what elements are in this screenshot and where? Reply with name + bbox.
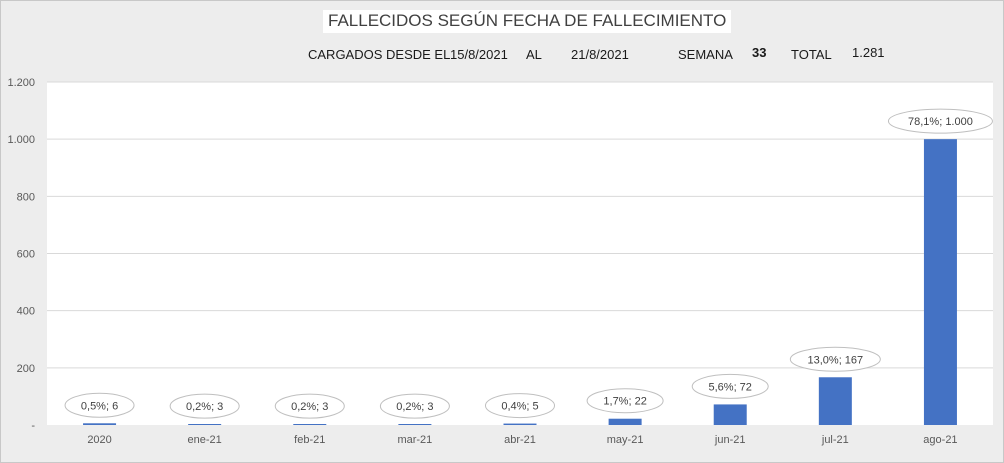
loaded-label: CARGADOS DESDE EL [308,47,451,62]
al-label: AL [526,47,542,62]
data-label-bubble [586,388,664,414]
x-tick-label: ago-21 [923,434,957,446]
y-tick-label: 1.000 [7,134,35,146]
bar-mar-21 [398,424,432,425]
x-tick-label: 2020 [87,434,111,446]
data-label: 13,0%; 167 [789,346,881,372]
data-label: 0,2%; 3 [379,393,450,419]
data-label-text: 78,1%; 1.000 [908,116,973,128]
data-label-bubble [887,108,993,134]
total-value: 1.281 [852,45,885,60]
data-label: 0,4%; 5 [485,393,555,419]
date-from: 15/8/2021 [450,47,508,62]
data-label: 5,6%; 72 [691,373,769,399]
bar-ago-21 [923,139,957,425]
data-label-bubble [789,346,881,372]
data-label-bubble [169,393,240,419]
y-tick-label: 800 [17,191,35,203]
data-label: 0,2%; 3 [274,393,345,419]
bar-jun-21 [713,404,747,425]
data-label-text: 1,7%; 22 [603,396,646,408]
chart-title: FALLECIDOS SEGÚN FECHA DE FALLECIMIENTO [323,10,732,33]
y-tick-label: 200 [17,363,35,375]
bar-jul-21 [818,377,852,425]
data-label-bubble [64,392,135,418]
gridlines [47,81,993,369]
y-axis-ticks: - 200 400 600 800 1.000 1.200 [7,77,35,432]
x-tick-label: feb-21 [294,434,325,446]
data-label-bubble [485,393,555,419]
bar-may-21 [608,418,642,425]
x-tick-label: mar-21 [397,434,432,446]
x-tick-label: ene-21 [188,434,222,446]
bar-abr-21 [503,423,537,425]
bars [83,139,957,425]
x-tick-label: jun-21 [714,434,746,446]
data-label: 1,7%; 22 [586,388,664,414]
data-label-text: 0,2%; 3 [396,401,433,413]
data-label-text: 0,4%; 5 [501,401,538,413]
data-label: 0,2%; 3 [169,393,240,419]
week-label: SEMANA [678,47,733,62]
x-tick-label: jul-21 [821,434,849,446]
data-label-text: 5,6%; 72 [709,381,752,393]
x-tick-label: abr-21 [504,434,536,446]
data-label: 78,1%; 1.000 [887,108,993,134]
data-label-bubble [274,393,345,419]
y-tick-label: 1.200 [7,77,35,89]
data-label: 0,5%; 6 [64,392,135,418]
x-axis-ticks: 2020 ene-21 feb-21 mar-21 abr-21 may-21 jun-21… [87,434,957,446]
week-value: 33 [752,45,767,60]
data-label-bubble [379,393,450,419]
bar-2020 [83,423,117,425]
data-label-text: 0,2%; 3 [186,401,223,413]
data-label-text: 0,2%; 3 [291,401,328,413]
data-label-text: 0,5%; 6 [81,400,118,412]
data-labels: 0,5%; 6 0,2%; 3 0,2%; 3 0,2%; 3 0,4%; 5 1,7%;… [64,108,993,419]
y-tick-label: 400 [17,306,35,318]
data-label-text: 13,0%; 167 [808,354,864,366]
date-to: 21/8/2021 [571,47,629,62]
data-label-bubble [691,373,769,399]
x-tick-label: may-21 [607,434,644,446]
y-tick-label: - [31,420,35,432]
y-tick-label: 600 [17,249,35,261]
bar-feb-21 [293,424,327,425]
bar-ene-21 [188,424,222,425]
total-label: TOTAL [791,47,832,62]
